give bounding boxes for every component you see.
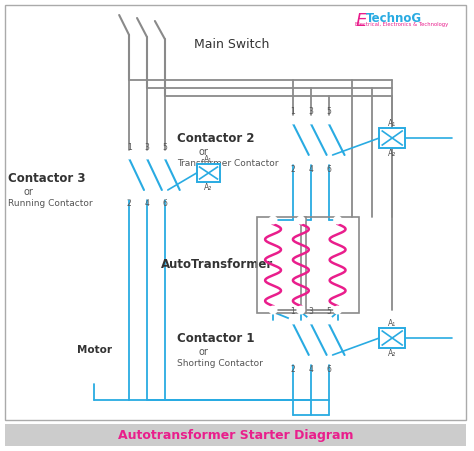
Bar [379,328,405,348]
Text: 3: 3 [145,143,149,152]
Text: Contactor 1: Contactor 1 [177,331,254,345]
Text: Motor: Motor [77,345,112,355]
Text: 1: 1 [127,143,131,152]
Text: Electrical, Electronics & Technology: Electrical, Electronics & Technology [356,22,449,27]
Circle shape [290,356,296,364]
Text: A₁: A₁ [388,318,396,327]
Text: Shorting Contactor: Shorting Contactor [177,359,263,368]
Text: A₁: A₁ [388,119,396,128]
Bar [301,217,359,313]
Circle shape [270,216,276,224]
Circle shape [161,192,168,198]
Text: or: or [24,187,34,197]
Text: TechnoG: TechnoG [365,12,421,25]
Bar [379,128,405,148]
Text: 4: 4 [309,364,313,373]
Circle shape [307,317,314,323]
Circle shape [290,156,296,164]
Text: Autotransformer Starter Diagram: Autotransformer Starter Diagram [118,428,353,442]
Text: 4: 4 [309,165,313,174]
Text: 2: 2 [291,165,295,174]
Bar [5,424,465,446]
Circle shape [290,116,296,124]
Text: A₂: A₂ [388,148,396,157]
Text: Running Contactor: Running Contactor [8,199,92,208]
Circle shape [307,356,314,364]
Circle shape [334,307,341,313]
Text: A₂: A₂ [388,349,396,358]
Circle shape [307,116,314,124]
Circle shape [126,152,133,158]
Text: 4: 4 [145,199,149,208]
Text: 5: 5 [326,308,331,317]
Circle shape [161,152,168,158]
Text: Contactor 3: Contactor 3 [8,171,85,184]
Circle shape [325,156,332,164]
Circle shape [270,307,276,313]
Circle shape [126,192,133,198]
Circle shape [63,318,126,382]
Text: A₁: A₁ [204,155,213,164]
Circle shape [297,307,304,313]
Circle shape [325,317,332,323]
Text: A₂: A₂ [204,183,213,192]
Text: 3: 3 [309,308,313,317]
Text: 5: 5 [163,143,167,152]
Text: 1: 1 [291,308,295,317]
Text: 1: 1 [291,107,295,116]
Text: Main Switch: Main Switch [193,38,269,51]
Text: or: or [199,147,209,157]
Text: 6: 6 [163,199,167,208]
Circle shape [290,317,296,323]
Text: AutoTransformer: AutoTransformer [161,258,273,272]
Circle shape [144,192,150,198]
Text: 6: 6 [326,165,331,174]
Text: $\mathit{E}$: $\mathit{E}$ [356,12,369,30]
Circle shape [325,116,332,124]
Text: 6: 6 [326,364,331,373]
Text: or: or [199,347,209,357]
Circle shape [325,356,332,364]
Text: Transformer Contactor: Transformer Contactor [177,160,278,169]
Circle shape [297,216,304,224]
Circle shape [334,216,341,224]
Bar [257,217,306,313]
Circle shape [144,152,150,158]
Bar [197,164,220,182]
Text: Contactor 2: Contactor 2 [177,132,254,144]
Text: 5: 5 [326,107,331,116]
Circle shape [307,156,314,164]
Text: 2: 2 [291,364,295,373]
Text: 3: 3 [309,107,313,116]
Text: 2: 2 [127,199,131,208]
